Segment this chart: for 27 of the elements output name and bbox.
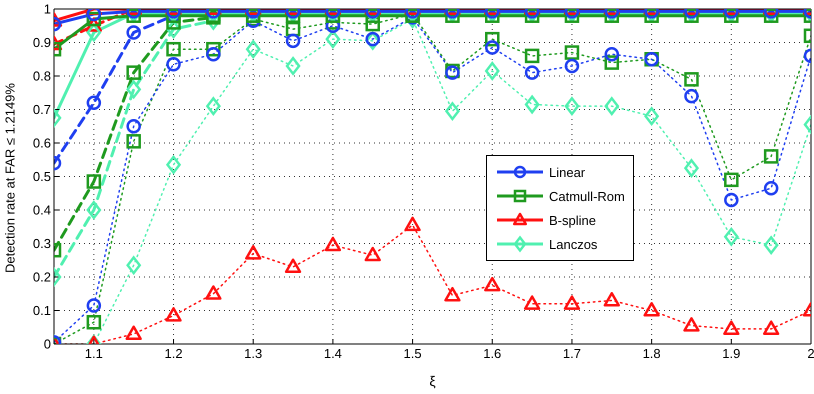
x-tick-label: 1.9 [722,346,740,362]
x-tick-label: 1.3 [244,346,262,362]
y-tick-label: 0.8 [32,68,51,84]
y-tick-label: 1 [44,2,51,17]
x-tick-label: 1.4 [324,346,342,362]
x-tick-label: 1.2 [164,346,183,362]
legend-label: B-spline [549,212,596,228]
x-tick-label: 1.5 [404,346,422,362]
y-tick-label: 0.2 [32,270,51,285]
y-tick-label: 0.1 [32,303,51,318]
y-tick-label: 0.6 [32,136,51,151]
x-tick-label: 2 [807,346,814,362]
legend-label: Lanczos [549,236,598,252]
legend-label: Catmull-Rom [549,188,625,204]
x-axis-title: ξ [429,373,436,389]
y-tick-label: 0.7 [32,102,51,118]
x-tick-label: 1.6 [483,346,502,362]
x-tick-label: 1.8 [642,346,661,362]
y-tick-label: 0.5 [32,169,51,184]
y-tick-label: 0 [44,336,51,352]
y-tick-label: 0.3 [32,236,51,252]
x-tick-label: 1.1 [84,346,103,362]
y-tick-label: 0.9 [32,35,51,50]
y-tick-label: 0.4 [32,202,51,218]
legend-label: Linear [549,164,586,180]
y-axis-title: Detection rate at FAR ≤ 1.2149% [2,83,18,273]
x-tick-label: 1.7 [562,346,581,362]
